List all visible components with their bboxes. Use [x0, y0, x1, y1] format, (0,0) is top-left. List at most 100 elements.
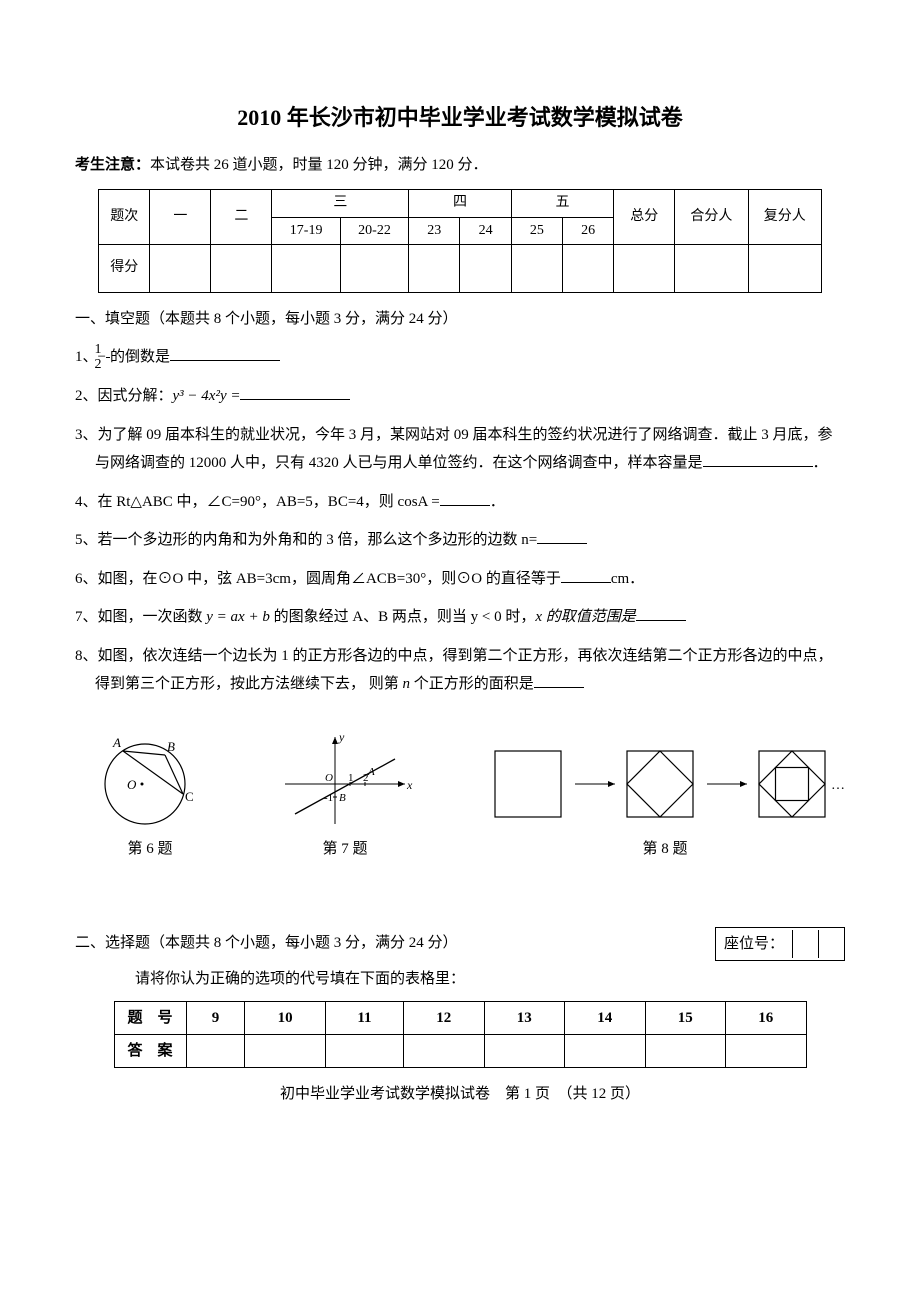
cell-empty [675, 244, 748, 292]
fig8-label: 第 8 题 [642, 837, 687, 861]
figures-row: O A B C 第 6 题 x y O 1 2 A -1 B [95, 729, 845, 861]
q6-text: 6、如图，在⊙O 中，弦 AB=3cm，圆周角∠ACB=30°，则⊙O 的直径等… [75, 571, 561, 587]
ans-empty [245, 1034, 325, 1067]
svg-text:y: y [338, 730, 345, 744]
svg-text:O: O [325, 772, 333, 784]
cell: 合分人 [675, 190, 748, 245]
ans-empty [645, 1034, 725, 1067]
cell: 23 [409, 217, 460, 244]
question-8: 8、如图，依次连结一个边长为 1 的正方形各边的中点，得到第二个正方形，再依次连… [75, 642, 845, 699]
blank [636, 605, 686, 621]
seat-number-box: 座位号： [715, 927, 845, 961]
ans-empty [325, 1034, 403, 1067]
blank [170, 345, 280, 361]
cell: 得分 [99, 244, 150, 292]
figure-7: x y O 1 2 A -1 B 第 7 题 [275, 729, 415, 861]
answer-table: 题 号 9 10 11 12 13 14 15 16 答 案 [114, 1001, 807, 1068]
cell: 25 [511, 217, 562, 244]
page-title: 2010 年长沙市初中毕业学业考试数学模拟试卷 [75, 100, 845, 135]
blank [537, 528, 587, 544]
q1-text: 的倒数是 [110, 349, 170, 365]
ans-col: 16 [725, 1001, 806, 1034]
page-footer: 初中毕业学业考试数学模拟试卷 第 1 页 （共 12 页） [75, 1082, 845, 1106]
cell-empty [150, 244, 211, 292]
ans-col: 10 [245, 1001, 325, 1034]
cell-empty [211, 244, 272, 292]
q7-b: 的图象经过 A、B 两点，则当 y < 0 时， [270, 609, 536, 625]
blank [561, 567, 611, 583]
cell-empty [340, 244, 408, 292]
question-4: 4、在 Rt△ABC 中，∠C=90°，AB=5，BC=4，则 cosA =． [75, 488, 845, 517]
ans-col: 9 [186, 1001, 245, 1034]
ans-col: 13 [484, 1001, 564, 1034]
cell: 五 [511, 190, 614, 217]
q7-a: 7、如图，一次函数 [75, 609, 206, 625]
blank [534, 672, 584, 688]
q4-end: ． [490, 494, 505, 510]
svg-text:…: … [831, 778, 845, 793]
question-1: 1、−12的倒数是 [75, 343, 845, 372]
cell: 复分人 [748, 190, 821, 245]
fig6-label: 第 6 题 [127, 837, 172, 861]
ans-col: 14 [565, 1001, 645, 1034]
cell: 三 [272, 190, 409, 217]
cell: 一 [150, 190, 211, 245]
cell-empty [409, 244, 460, 292]
cell: 总分 [614, 190, 675, 245]
q2-expr: y³ − 4x²y = [173, 388, 241, 404]
question-6: 6、如图，在⊙O 中，弦 AB=3cm，圆周角∠ACB=30°，则⊙O 的直径等… [75, 565, 845, 594]
ans-col: 12 [404, 1001, 484, 1034]
svg-text:-1: -1 [324, 792, 333, 804]
svg-text:A: A [367, 766, 375, 778]
svg-text:x: x [406, 778, 413, 792]
q7-c: x 的取值范围是 [535, 609, 635, 625]
cell-empty [748, 244, 821, 292]
ans-empty [404, 1034, 484, 1067]
blank [240, 384, 350, 400]
seat-cell [818, 930, 844, 958]
ans-empty [484, 1034, 564, 1067]
seat-label: 座位号： [716, 928, 792, 960]
q3-end: ． [813, 455, 828, 471]
section1-header: 一、填空题（本题共 8 个小题，每小题 3 分，满分 24 分） [75, 307, 845, 331]
q7-expr: y = ax + b [206, 609, 270, 625]
ans-empty [186, 1034, 245, 1067]
circle-diagram: O A B C [95, 729, 205, 829]
ans-col: 15 [645, 1001, 725, 1034]
figure-6: O A B C 第 6 题 [95, 729, 205, 861]
svg-text:B: B [167, 739, 175, 754]
cell-empty [614, 244, 675, 292]
q8-n: n [403, 676, 411, 692]
blank [440, 490, 490, 506]
q2-pre: 2、因式分解： [75, 388, 173, 404]
cell: 二 [211, 190, 272, 245]
figure-8: … 第 8 题 [485, 739, 845, 861]
q8-b: 个正方形的面积是 [410, 676, 534, 692]
cell-empty [460, 244, 511, 292]
svg-text:1: 1 [348, 772, 354, 784]
svg-text:B: B [339, 792, 346, 804]
cell: 24 [460, 217, 511, 244]
cell: 26 [562, 217, 613, 244]
svg-text:C: C [185, 789, 194, 804]
question-3: 3、为了解 09 届本科生的就业状况，今年 3 月，某网站对 09 届本科生的签… [75, 421, 845, 478]
question-2: 2、因式分解：y³ − 4x²y = [75, 382, 845, 411]
blank [703, 451, 813, 467]
q5-text: 5、若一个多边形的内角和为外角和的 3 倍，那么这个多边形的边数 n= [75, 532, 537, 548]
notice-label: 考生注意： [75, 157, 150, 173]
ans-row-label: 答 案 [114, 1034, 186, 1067]
cell-empty [511, 244, 562, 292]
cell: 17-19 [272, 217, 340, 244]
q6-end: cm． [611, 571, 644, 587]
ans-col: 11 [325, 1001, 403, 1034]
cell: 四 [409, 190, 512, 217]
seat-cell [792, 930, 818, 958]
squares-sequence: … [485, 739, 845, 829]
svg-text:O: O [127, 777, 137, 792]
section2-sub: 请将你认为正确的选项的代号填在下面的表格里： [135, 967, 845, 991]
cell-empty [562, 244, 613, 292]
exam-notice: 考生注意：本试卷共 26 道小题，时量 120 分钟，满分 120 分． [75, 153, 845, 177]
fig7-label: 第 7 题 [322, 837, 367, 861]
svg-text:A: A [112, 735, 121, 750]
score-table: 题次 一 二 三 四 五 总分 合分人 复分人 17-19 20-22 23 2… [98, 189, 822, 293]
